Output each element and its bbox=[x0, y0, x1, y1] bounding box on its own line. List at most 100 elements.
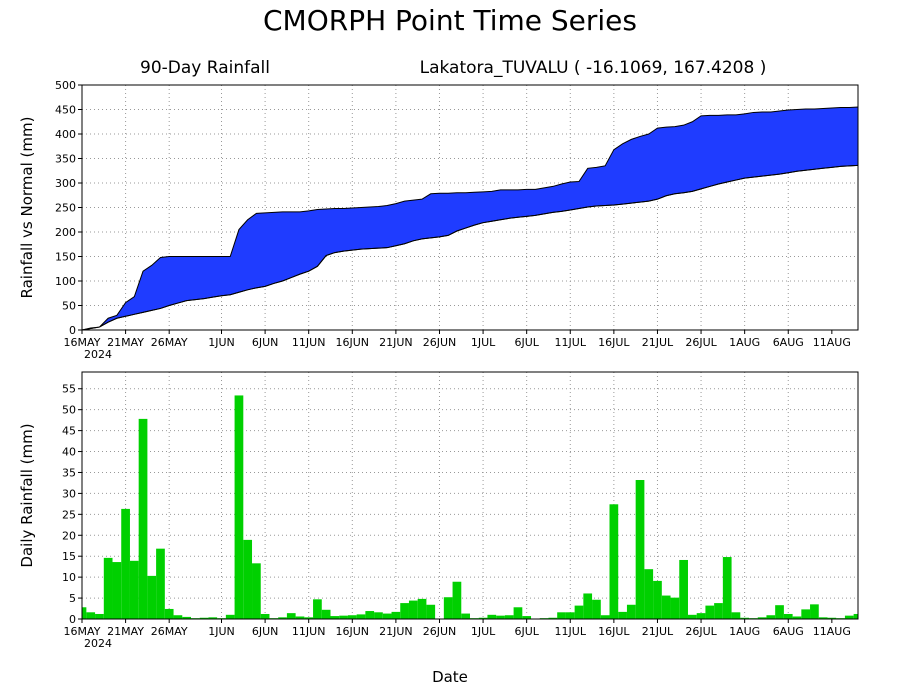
daily-bar bbox=[592, 599, 601, 619]
x-tick-label: 1AUG bbox=[729, 625, 760, 638]
daily-bar bbox=[147, 575, 157, 619]
y-axis-label: Daily Rainfall (mm) bbox=[18, 423, 36, 567]
daily-bar bbox=[86, 612, 96, 619]
daily-bar bbox=[714, 603, 723, 619]
y-tick-label: 50 bbox=[62, 300, 76, 313]
y-tick-label: 400 bbox=[55, 128, 76, 141]
y-tick-label: 500 bbox=[55, 79, 76, 92]
daily-bar bbox=[583, 593, 593, 619]
y-tick-label: 350 bbox=[55, 153, 76, 166]
daily-bar bbox=[156, 548, 165, 619]
daily-bar bbox=[731, 612, 741, 619]
daily-bar bbox=[173, 615, 183, 619]
x-tick-label: 11JUN bbox=[292, 336, 326, 349]
x-axis-label: Date bbox=[432, 668, 468, 686]
x-tick-label: 1JUL bbox=[471, 625, 496, 638]
daily-bar bbox=[775, 605, 784, 619]
daily-bar bbox=[478, 617, 488, 619]
daily-bar bbox=[138, 418, 148, 619]
daily-bar bbox=[661, 595, 671, 619]
daily-bar bbox=[574, 605, 584, 619]
daily-bar bbox=[696, 613, 706, 619]
daily-bar bbox=[164, 608, 174, 619]
daily-bar bbox=[722, 557, 732, 619]
daily-bar bbox=[199, 617, 209, 619]
plot-frame bbox=[81, 84, 859, 331]
daily-bar bbox=[374, 612, 383, 619]
daily-bar bbox=[417, 598, 427, 619]
x-tick-label: 6JUN bbox=[252, 625, 279, 638]
x-tick-label: 6AUG bbox=[773, 625, 804, 638]
daily-bar bbox=[103, 557, 113, 619]
x-tick-label: 21MAY bbox=[107, 625, 144, 638]
x-tick-label: 1JUL bbox=[471, 336, 496, 349]
daily-bar bbox=[121, 508, 130, 619]
daily-bar bbox=[243, 539, 253, 619]
daily-bar bbox=[426, 604, 436, 619]
daily-bar bbox=[827, 617, 837, 619]
x-tick-label: 21JUN bbox=[379, 625, 413, 638]
daily-bar bbox=[304, 617, 314, 619]
y-tick-label: 50 bbox=[62, 404, 76, 417]
daily-bar bbox=[225, 614, 235, 619]
daily-bar bbox=[600, 615, 610, 619]
daily-bar bbox=[129, 560, 139, 619]
x-tick-label: 16MAY bbox=[64, 625, 101, 638]
x-tick-label: 6JUL bbox=[514, 625, 539, 638]
daily-bar bbox=[705, 605, 715, 619]
daily-bar bbox=[400, 603, 409, 619]
x-tick-label: 26JUN bbox=[423, 625, 457, 638]
daily-bar bbox=[504, 615, 514, 619]
daily-bar bbox=[278, 617, 287, 619]
x-tick-label: 16JUL bbox=[598, 625, 630, 638]
x-tick-label: 6AUG bbox=[773, 336, 804, 349]
x-tick-label: 16JUL bbox=[598, 336, 630, 349]
y-tick-label: 150 bbox=[55, 251, 76, 264]
x-tick-label: 21JUN bbox=[379, 336, 413, 349]
y-tick-label: 25 bbox=[62, 508, 76, 521]
daily-bar bbox=[801, 609, 811, 619]
daily-bar bbox=[208, 617, 218, 619]
daily-bar bbox=[339, 615, 348, 619]
daily-bar bbox=[496, 615, 505, 619]
chart-subtitle-left: 90-Day Rainfall bbox=[140, 58, 270, 78]
y-tick-label: 300 bbox=[55, 177, 76, 190]
daily-bar bbox=[260, 613, 270, 619]
daily-bar bbox=[391, 611, 401, 619]
cumulative-panel: 0 50 100 150 200 250 300 350 400 450 500 16MAY 21MAY… bbox=[18, 79, 859, 361]
x-tick-label: 11JUL bbox=[555, 336, 587, 349]
daily-bar bbox=[286, 613, 296, 619]
chart-title: CMORPH Point Time Series bbox=[263, 4, 637, 37]
y-tick-label: 35 bbox=[62, 466, 76, 479]
y-tick-label: 10 bbox=[62, 571, 76, 584]
daily-bar bbox=[234, 395, 244, 619]
x-tick-label: 11AUG bbox=[813, 625, 851, 638]
daily-bar bbox=[618, 611, 627, 619]
x-tick-label: 16MAY bbox=[64, 336, 101, 349]
daily-bar bbox=[679, 559, 688, 619]
x-tick-label: 26MAY bbox=[151, 625, 188, 638]
x-tick-label: 21JUL bbox=[642, 625, 674, 638]
daily-bar bbox=[635, 480, 645, 619]
rainfall-band bbox=[81, 106, 859, 331]
daily-bar bbox=[653, 580, 662, 619]
x-tick-label: 11JUL bbox=[555, 625, 587, 638]
daily-bar bbox=[321, 609, 331, 619]
x-tick-label: 26MAY bbox=[151, 336, 188, 349]
daily-bar bbox=[687, 614, 697, 619]
y-tick-label: 0 bbox=[69, 613, 76, 626]
daily-bar bbox=[644, 569, 654, 619]
daily-bar bbox=[757, 617, 767, 619]
daily-bar bbox=[356, 614, 366, 619]
y-tick-label: 30 bbox=[62, 487, 76, 500]
normal-line bbox=[81, 164, 859, 331]
x-tick-label: 6JUL bbox=[514, 336, 539, 349]
daily-bar bbox=[382, 613, 392, 619]
x-year-label: 2024 bbox=[84, 348, 112, 361]
daily-bar bbox=[112, 562, 122, 619]
x-tick-label: 11AUG bbox=[813, 336, 851, 349]
plot-frame bbox=[81, 371, 859, 620]
y-tick-label: 0 bbox=[69, 324, 76, 337]
daily-bar bbox=[82, 607, 87, 619]
